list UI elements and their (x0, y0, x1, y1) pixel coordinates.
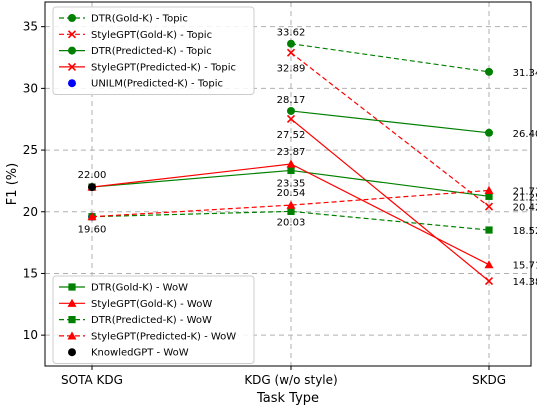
legend-label: DTR(Gold-K) - Topic (91, 14, 188, 25)
data-label: 32.89 (277, 64, 306, 75)
legend-marker (67, 30, 77, 39)
data-label: 15.71 (513, 261, 537, 272)
y-tick-label: 10 (23, 328, 38, 342)
legend-item: DTR(Gold-K) - WoW (59, 283, 188, 294)
series-layer (87, 39, 494, 286)
data-point (287, 106, 295, 115)
data-point (484, 260, 494, 269)
data-label: 31.34 (513, 68, 537, 79)
data-label: 23.35 (277, 178, 306, 189)
data-point (286, 48, 296, 57)
legend-bottom: DTR(Gold-K) - WoW StyleGPT(Gold-K) - WoW D… (52, 275, 255, 364)
data-label: 28.17 (277, 95, 306, 106)
legend-box (52, 6, 255, 95)
data-point (287, 207, 295, 215)
data-label: 18.52 (513, 226, 537, 237)
legend-label: DTR(Predicted-K) - WoW (91, 315, 212, 326)
data-label: 33.62 (277, 28, 306, 39)
legend-marker (68, 316, 76, 324)
legend-item: StyleGPT(Gold-K) - Topic (59, 30, 212, 41)
data-label: 21.73 (513, 186, 537, 197)
series-stylegpt-gold-k-topic (286, 48, 494, 211)
data-label: 20.42 (513, 203, 537, 214)
series-line (290, 118, 490, 282)
data-point (286, 114, 296, 124)
legend-item: StyleGPT(Gold-K) - WoW (59, 298, 212, 310)
legend-marker (67, 62, 77, 71)
legend-marker (68, 14, 76, 22)
data-label: 19.60 (78, 225, 107, 236)
legend-marker (67, 331, 77, 340)
legend-marker (68, 79, 76, 88)
data-label: 23.87 (277, 147, 306, 158)
legend-label: StyleGPT(Gold-K) - Topic (91, 30, 212, 41)
legend-marker (68, 46, 76, 55)
data-labels: 33.62 31.34 32.89 20.42 28.17 26.40 27.52 14.38… (78, 28, 537, 288)
data-label: 14.38 (513, 277, 537, 288)
series-line (290, 110, 490, 134)
series-stylegpt-predicted-k-topic (286, 114, 494, 286)
plot-frame (44, 1, 532, 367)
y-tick-label: 15 (23, 266, 38, 280)
legend-marker (67, 298, 77, 307)
data-label: 26.40 (513, 129, 537, 140)
legend-box (52, 275, 255, 364)
legend-item: KnowledGPT - WoW (68, 348, 189, 359)
x-tick-label: SOTA KDG (61, 373, 123, 387)
legend-item: UNILM(Predicted-K) - Topic (68, 79, 223, 90)
data-point (485, 192, 493, 200)
series-dtr-predicted-k-topic (287, 106, 493, 137)
data-point (485, 128, 493, 137)
data-point (484, 185, 494, 195)
series-line (290, 43, 490, 73)
data-point (88, 183, 96, 192)
x-tick-label: SKDG (472, 373, 506, 387)
series-knowledgpt-wow (88, 183, 96, 192)
legend-label: StyleGPT(Gold-K) - WoW (91, 299, 212, 310)
x-tick-label: KDG (w/o style) (244, 373, 337, 387)
data-point (287, 39, 295, 48)
x-axis-label: Task Type (256, 391, 319, 406)
ticks: 10 15 20 25 30 35 SOTA KDG KDG (w/o style) SKDG (23, 20, 506, 387)
data-label: 20.03 (277, 217, 306, 228)
series-line (91, 189, 490, 218)
data-point (87, 212, 97, 221)
legend-label: StyleGPT(Predicted-K) - WoW (91, 331, 236, 342)
series-dtr-gold-k-topic (287, 39, 493, 76)
legend-top: DTR(Gold-K) - Topic StyleGPT(Gold-K) - To… (52, 6, 255, 95)
data-point (484, 202, 494, 211)
legend-label: DTR(Gold-K) - WoW (91, 283, 188, 294)
legend-label: StyleGPT(Predicted-K) - Topic (91, 62, 236, 73)
legend-item: DTR(Gold-K) - Topic (59, 14, 188, 25)
y-tick-label: 35 (23, 20, 38, 34)
legend-item: DTR(Predicted-K) - Topic (59, 46, 212, 57)
data-label: 21.25 (513, 192, 537, 203)
y-axis-label: F1 (%) (5, 163, 20, 205)
legend-item: StyleGPT(Predicted-K) - Topic (59, 62, 236, 73)
data-point (287, 166, 295, 175)
legend-label: KnowledGPT - WoW (91, 348, 189, 359)
data-point (485, 226, 493, 234)
series-line (91, 210, 490, 231)
legend-marker (68, 348, 76, 357)
legend-item: StyleGPT(Predicted-K) - WoW (59, 331, 236, 342)
data-label: 20.54 (277, 188, 306, 199)
y-tick-label: 25 (23, 143, 38, 157)
data-label: 27.52 (277, 130, 306, 141)
data-point (286, 200, 296, 209)
y-tick-label: 30 (23, 81, 38, 95)
data-point (286, 159, 296, 168)
legend-item: DTR(Predicted-K) - WoW (59, 315, 212, 326)
y-tick-label: 20 (23, 205, 38, 219)
legend-label: UNILM(Predicted-K) - Topic (91, 79, 223, 90)
legend-marker (68, 283, 76, 291)
legend-label: DTR(Predicted-K) - Topic (91, 46, 212, 57)
data-point (485, 67, 493, 76)
data-point (484, 277, 494, 286)
data-label: 22.00 (78, 170, 107, 181)
series-line (290, 52, 490, 208)
series-stylegpt-predicted-k-wow (87, 185, 494, 221)
